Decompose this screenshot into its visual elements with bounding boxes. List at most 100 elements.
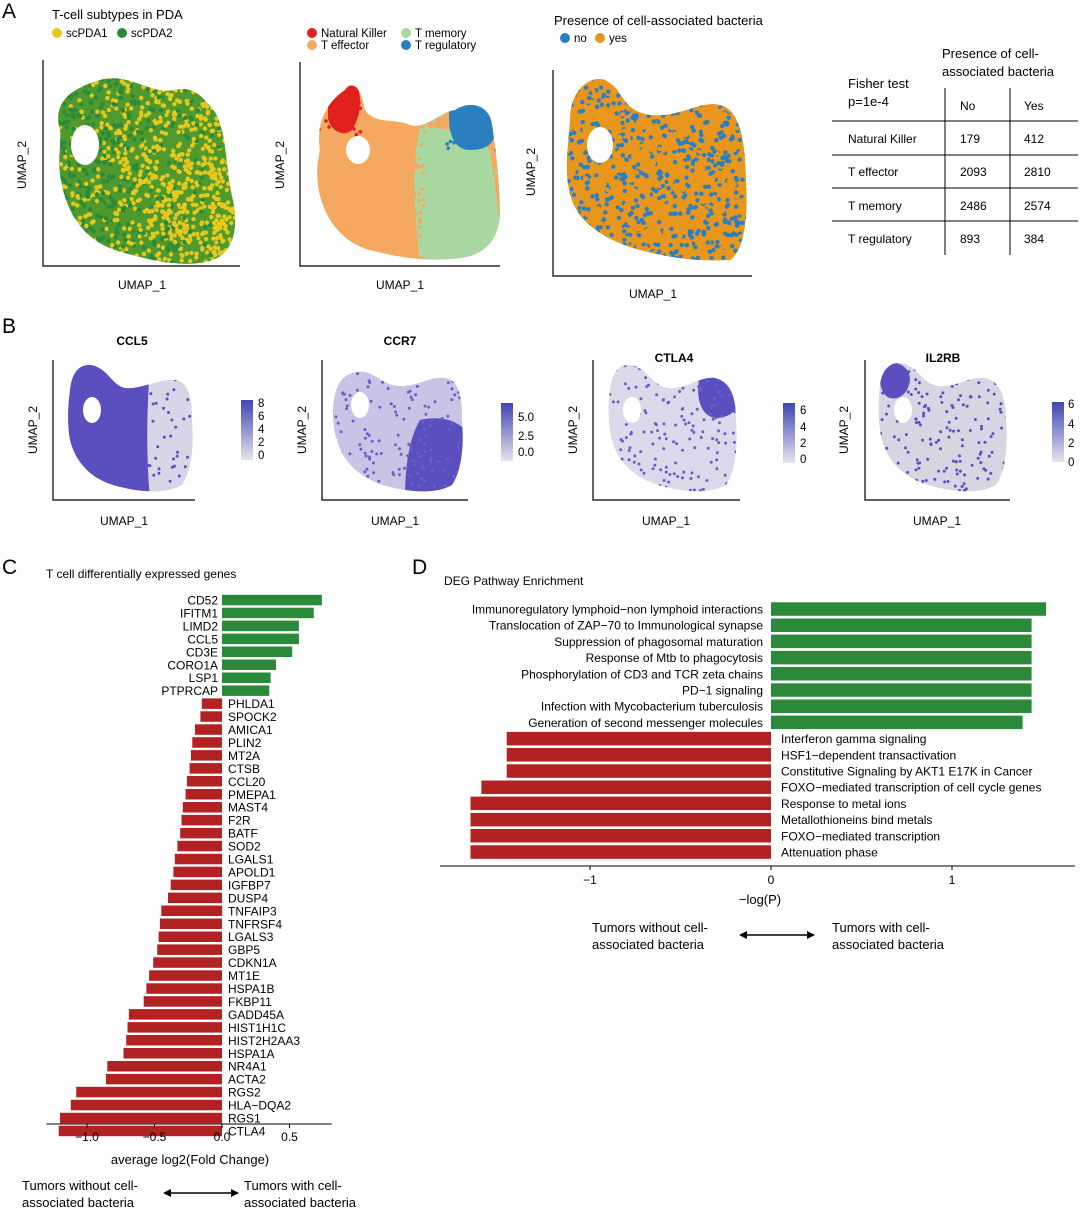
cell-dot xyxy=(579,236,584,242)
cell-dot xyxy=(658,105,663,110)
cell-dot xyxy=(638,251,644,256)
cell-dot xyxy=(668,488,672,492)
cell-dot xyxy=(422,100,426,105)
cell-dot xyxy=(732,440,736,444)
cell-dot xyxy=(698,79,704,81)
cell-dot xyxy=(578,156,583,161)
cell-dot xyxy=(191,136,196,142)
cell-dot xyxy=(678,207,683,213)
cell-dot xyxy=(137,222,142,228)
cell-dot xyxy=(675,110,680,116)
cell-dot xyxy=(180,253,185,258)
cell-dot xyxy=(653,256,659,261)
cell-dot xyxy=(738,471,741,474)
cell-dot xyxy=(714,138,719,143)
cell-dot xyxy=(682,418,686,422)
cell-dot xyxy=(64,258,69,263)
cell-dot xyxy=(362,90,367,95)
cell-dot xyxy=(873,449,876,452)
cell-dot xyxy=(407,406,411,410)
cell-dot xyxy=(209,105,215,111)
cell-dot xyxy=(203,86,208,92)
cell-dot xyxy=(89,93,94,98)
cell-dot xyxy=(674,223,679,228)
cell-dot xyxy=(79,109,84,114)
cell-dot xyxy=(128,186,134,192)
cell-dot xyxy=(227,160,232,165)
cell-dot xyxy=(98,184,103,189)
cell-dot xyxy=(369,220,373,225)
cell-dot xyxy=(172,116,177,122)
cell-dot xyxy=(965,404,969,408)
cell-dot xyxy=(617,259,623,261)
cell-dot xyxy=(488,85,493,87)
cell-dot xyxy=(351,419,355,423)
cell-dot xyxy=(446,381,450,385)
fisher-row-label: T effector xyxy=(848,165,898,179)
cell-dot xyxy=(925,392,929,396)
cell-dot xyxy=(397,190,402,195)
cell-dot xyxy=(156,95,162,100)
cell-dot xyxy=(744,133,747,138)
cell-dot xyxy=(377,479,381,483)
cell-dot xyxy=(484,203,488,208)
cell-dot xyxy=(102,149,107,154)
cell-dot xyxy=(685,124,690,129)
cell-dot xyxy=(447,196,452,200)
cell-dot xyxy=(917,401,921,405)
cell-dot xyxy=(686,154,691,159)
cell-dot xyxy=(420,476,424,480)
cell-dot xyxy=(59,86,64,91)
cell-dot xyxy=(483,125,488,129)
cell-dot xyxy=(962,482,966,486)
cell-dot xyxy=(569,102,574,108)
cell-dot xyxy=(110,249,115,254)
cell-dot xyxy=(412,191,417,195)
cell-dot xyxy=(674,423,677,427)
cell-dot xyxy=(429,167,433,171)
cell-dot xyxy=(663,82,668,87)
cell-dot xyxy=(322,94,326,99)
cell-dot xyxy=(409,96,414,100)
cell-dot xyxy=(197,402,200,405)
cell-dot xyxy=(154,207,159,213)
cell-dot xyxy=(377,439,381,443)
cell-dot xyxy=(103,126,108,131)
cell-dot xyxy=(655,374,659,378)
cell-dot xyxy=(420,93,425,97)
cell-dot xyxy=(573,243,578,248)
cell-dot xyxy=(233,90,236,95)
cell-dot xyxy=(594,235,599,240)
cell-dot xyxy=(78,397,82,400)
umap3-void xyxy=(587,127,613,163)
cell-dot xyxy=(360,115,365,120)
bar-label: TNFRSF4 xyxy=(228,917,282,931)
bar-label: Infection with Mycobacterium tuberculosi… xyxy=(541,700,763,714)
cell-dot xyxy=(706,165,711,171)
cell-dot xyxy=(129,493,132,496)
cell-dot xyxy=(85,194,91,200)
cell-dot xyxy=(697,261,701,265)
cell-dot xyxy=(381,380,384,384)
cell-dot xyxy=(216,99,222,105)
cell-dot xyxy=(182,240,187,245)
cell-dot xyxy=(957,429,960,433)
cell-dot xyxy=(78,229,83,234)
cell-dot xyxy=(63,87,68,93)
cell-dot xyxy=(671,370,674,374)
cell-dot xyxy=(620,132,626,137)
cell-dot xyxy=(415,137,419,141)
cell-dot xyxy=(692,430,696,434)
cell-dot xyxy=(397,214,402,218)
cell-dot xyxy=(622,181,627,186)
cell-dot xyxy=(365,467,369,471)
cell-dot xyxy=(341,391,345,395)
cell-dot xyxy=(81,83,87,88)
cell-dot xyxy=(217,250,223,255)
cell-dot xyxy=(952,429,955,433)
cell-dot xyxy=(65,72,69,76)
cell-dot xyxy=(678,233,683,238)
cell-dot xyxy=(496,94,500,99)
cell-dot xyxy=(568,257,574,261)
cell-dot xyxy=(384,155,389,159)
